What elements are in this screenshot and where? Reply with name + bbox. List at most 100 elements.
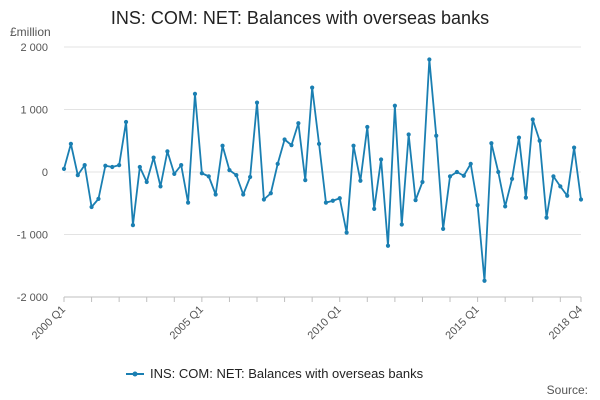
data-point	[551, 174, 556, 179]
data-point	[199, 171, 204, 176]
y-tick-labels: -2 000 -1 000 0 1 000 2 000	[17, 42, 48, 304]
data-point	[475, 203, 480, 208]
data-point	[365, 124, 370, 130]
data-point	[323, 200, 329, 205]
data-point	[261, 197, 267, 202]
y-tick-label: -1 000	[17, 230, 48, 242]
data-point	[130, 223, 136, 228]
data-point	[192, 91, 198, 96]
data-point	[454, 169, 460, 175]
data-point	[303, 178, 308, 183]
data-point	[165, 149, 170, 154]
data-point	[110, 164, 115, 170]
x-axis	[63, 296, 582, 302]
x-tick-label: 2015 Q1	[443, 304, 481, 342]
source-label: Source:	[547, 383, 588, 397]
data-point	[351, 143, 356, 148]
data-point	[61, 166, 67, 171]
data-point	[441, 226, 446, 231]
data-point	[572, 145, 577, 150]
y-tick-label: 2 000	[20, 42, 48, 54]
data-point	[206, 174, 211, 179]
data-point	[413, 198, 418, 203]
data-point	[296, 121, 301, 126]
data-point	[103, 163, 108, 168]
data-point	[358, 178, 363, 183]
data-point	[399, 222, 404, 227]
data-point	[144, 179, 149, 185]
data-point	[337, 196, 342, 201]
data-point	[117, 163, 122, 168]
legend: INS: COM: NET: Balances with overseas ba…	[126, 366, 424, 381]
data-point	[151, 155, 156, 160]
data-point	[96, 196, 101, 201]
data-point	[234, 173, 239, 178]
data-point	[489, 141, 494, 146]
data-point	[434, 133, 439, 138]
series-line	[63, 58, 582, 282]
data-point	[509, 176, 515, 181]
x-tick-label: 2000 Q1	[30, 304, 68, 342]
data-point	[344, 230, 349, 235]
data-point	[227, 168, 232, 173]
data-point	[275, 161, 280, 166]
data-point	[185, 200, 191, 205]
data-point	[392, 103, 397, 108]
data-point	[75, 173, 80, 178]
data-point	[82, 163, 87, 168]
data-point	[282, 137, 287, 142]
data-point	[482, 278, 487, 283]
y-axis-label: £million	[10, 25, 51, 39]
y-tick-label: 1 000	[20, 105, 48, 117]
data-point	[89, 204, 94, 210]
data-point	[310, 85, 315, 90]
data-point	[544, 215, 549, 220]
data-point	[248, 174, 253, 180]
x-tick-label: 2005 Q1	[168, 304, 206, 342]
data-point	[385, 243, 391, 248]
chart-title: INS: COM: NET: Balances with overseas ba…	[111, 8, 489, 28]
data-point	[68, 141, 73, 146]
data-point	[378, 157, 384, 162]
data-point	[558, 184, 563, 189]
data-point	[420, 179, 425, 185]
series-points	[61, 57, 584, 283]
data-point	[461, 173, 466, 178]
data-point	[316, 141, 322, 146]
data-point	[179, 163, 184, 168]
data-point	[523, 195, 528, 200]
legend-label: INS: COM: NET: Balances with overseas ba…	[150, 366, 424, 381]
data-point	[578, 197, 584, 202]
data-point	[241, 192, 246, 197]
data-point	[565, 193, 570, 198]
data-point	[137, 164, 142, 170]
data-point	[468, 161, 473, 166]
data-point	[427, 57, 432, 62]
y-tick-label: 0	[42, 167, 48, 179]
series-lines	[63, 58, 582, 282]
data-point	[123, 119, 129, 125]
data-point	[330, 198, 335, 203]
x-tick-labels: 2000 Q1 2005 Q1 2010 Q1 2015 Q1 2018 Q4	[30, 304, 585, 342]
data-point	[530, 117, 535, 122]
data-point	[254, 100, 260, 105]
data-point	[503, 204, 508, 209]
data-point	[268, 191, 273, 196]
legend-point-marker	[132, 371, 138, 377]
data-point	[158, 184, 163, 189]
x-tick-label: 2018 Q4	[547, 304, 585, 342]
data-point	[172, 171, 177, 176]
data-point	[447, 174, 453, 179]
data-point	[516, 135, 522, 140]
data-point	[372, 206, 377, 211]
data-point	[406, 132, 411, 137]
data-point	[220, 143, 225, 148]
y-tick-label: -2 000	[17, 292, 48, 304]
x-tick-label: 2010 Q1	[306, 304, 344, 342]
data-point	[496, 169, 501, 175]
data-point	[537, 138, 542, 143]
data-point	[213, 192, 218, 197]
data-point	[289, 143, 294, 148]
